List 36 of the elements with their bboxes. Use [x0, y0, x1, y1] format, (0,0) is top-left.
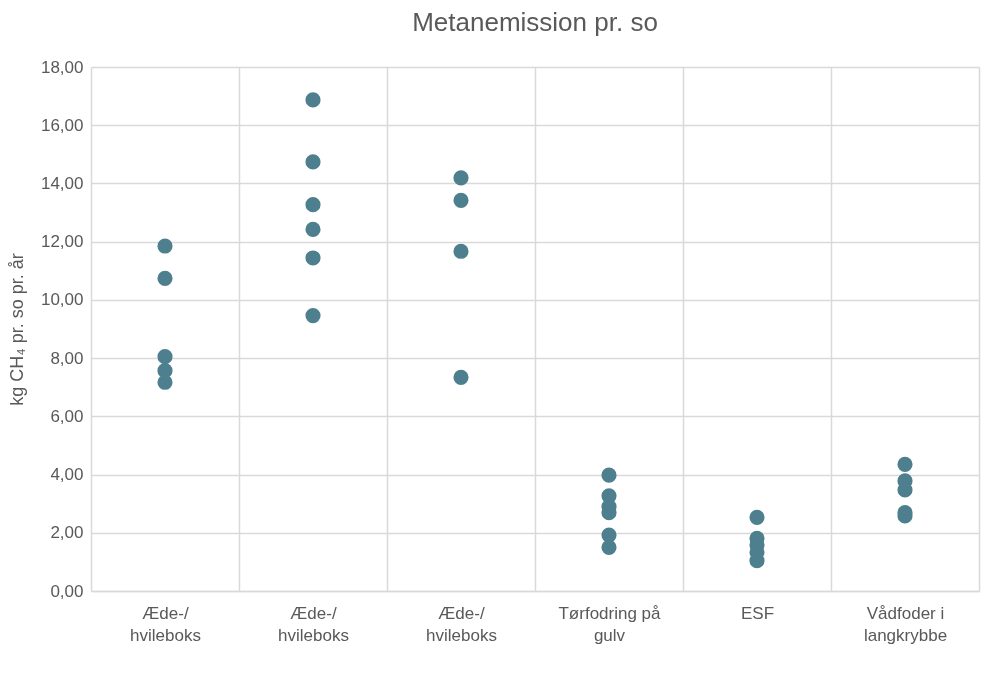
y-tick-label: 4,00 [50, 465, 84, 485]
point [453, 170, 469, 186]
x-tick-label: Æde-/hvileboks [426, 603, 497, 645]
y-tick-label: 6,00 [50, 406, 84, 426]
point [305, 154, 321, 170]
point [897, 456, 913, 472]
point [305, 221, 321, 238]
point [157, 374, 173, 390]
y-tick-label: 8,00 [50, 348, 84, 368]
y-tick-label: 18,00 [40, 57, 84, 77]
point [749, 509, 765, 525]
chart-title: Metanemission pr. so [412, 7, 658, 37]
x-tick-label: Æde-/hvileboks [130, 603, 201, 645]
y-tick-label: 12,00 [40, 232, 84, 252]
point [601, 467, 617, 483]
point [601, 539, 617, 555]
point [453, 243, 469, 259]
point [305, 92, 321, 108]
point [305, 197, 321, 213]
point [305, 250, 321, 266]
point [305, 308, 321, 324]
x-tick-label: ESF [740, 603, 775, 623]
x-tick-label: Vådfoder i langkrybbe [863, 603, 948, 645]
x-tick-label: Tørfodring på gulv [558, 603, 662, 645]
point [157, 270, 173, 286]
y-tick-label: 2,00 [50, 523, 84, 543]
point [157, 238, 173, 254]
x-tick-label: Æde-/hvileboks [278, 603, 349, 645]
point [157, 349, 173, 365]
y-tick-label: 14,00 [40, 173, 84, 193]
point [453, 192, 469, 208]
y-tick-label: 0,00 [50, 581, 84, 601]
point [453, 369, 469, 385]
y-tick-label: 10,00 [40, 290, 84, 310]
y-axis-title: kg CH₄ pr. so pr. år [6, 253, 27, 406]
y-tick-label: 16,00 [40, 115, 84, 135]
